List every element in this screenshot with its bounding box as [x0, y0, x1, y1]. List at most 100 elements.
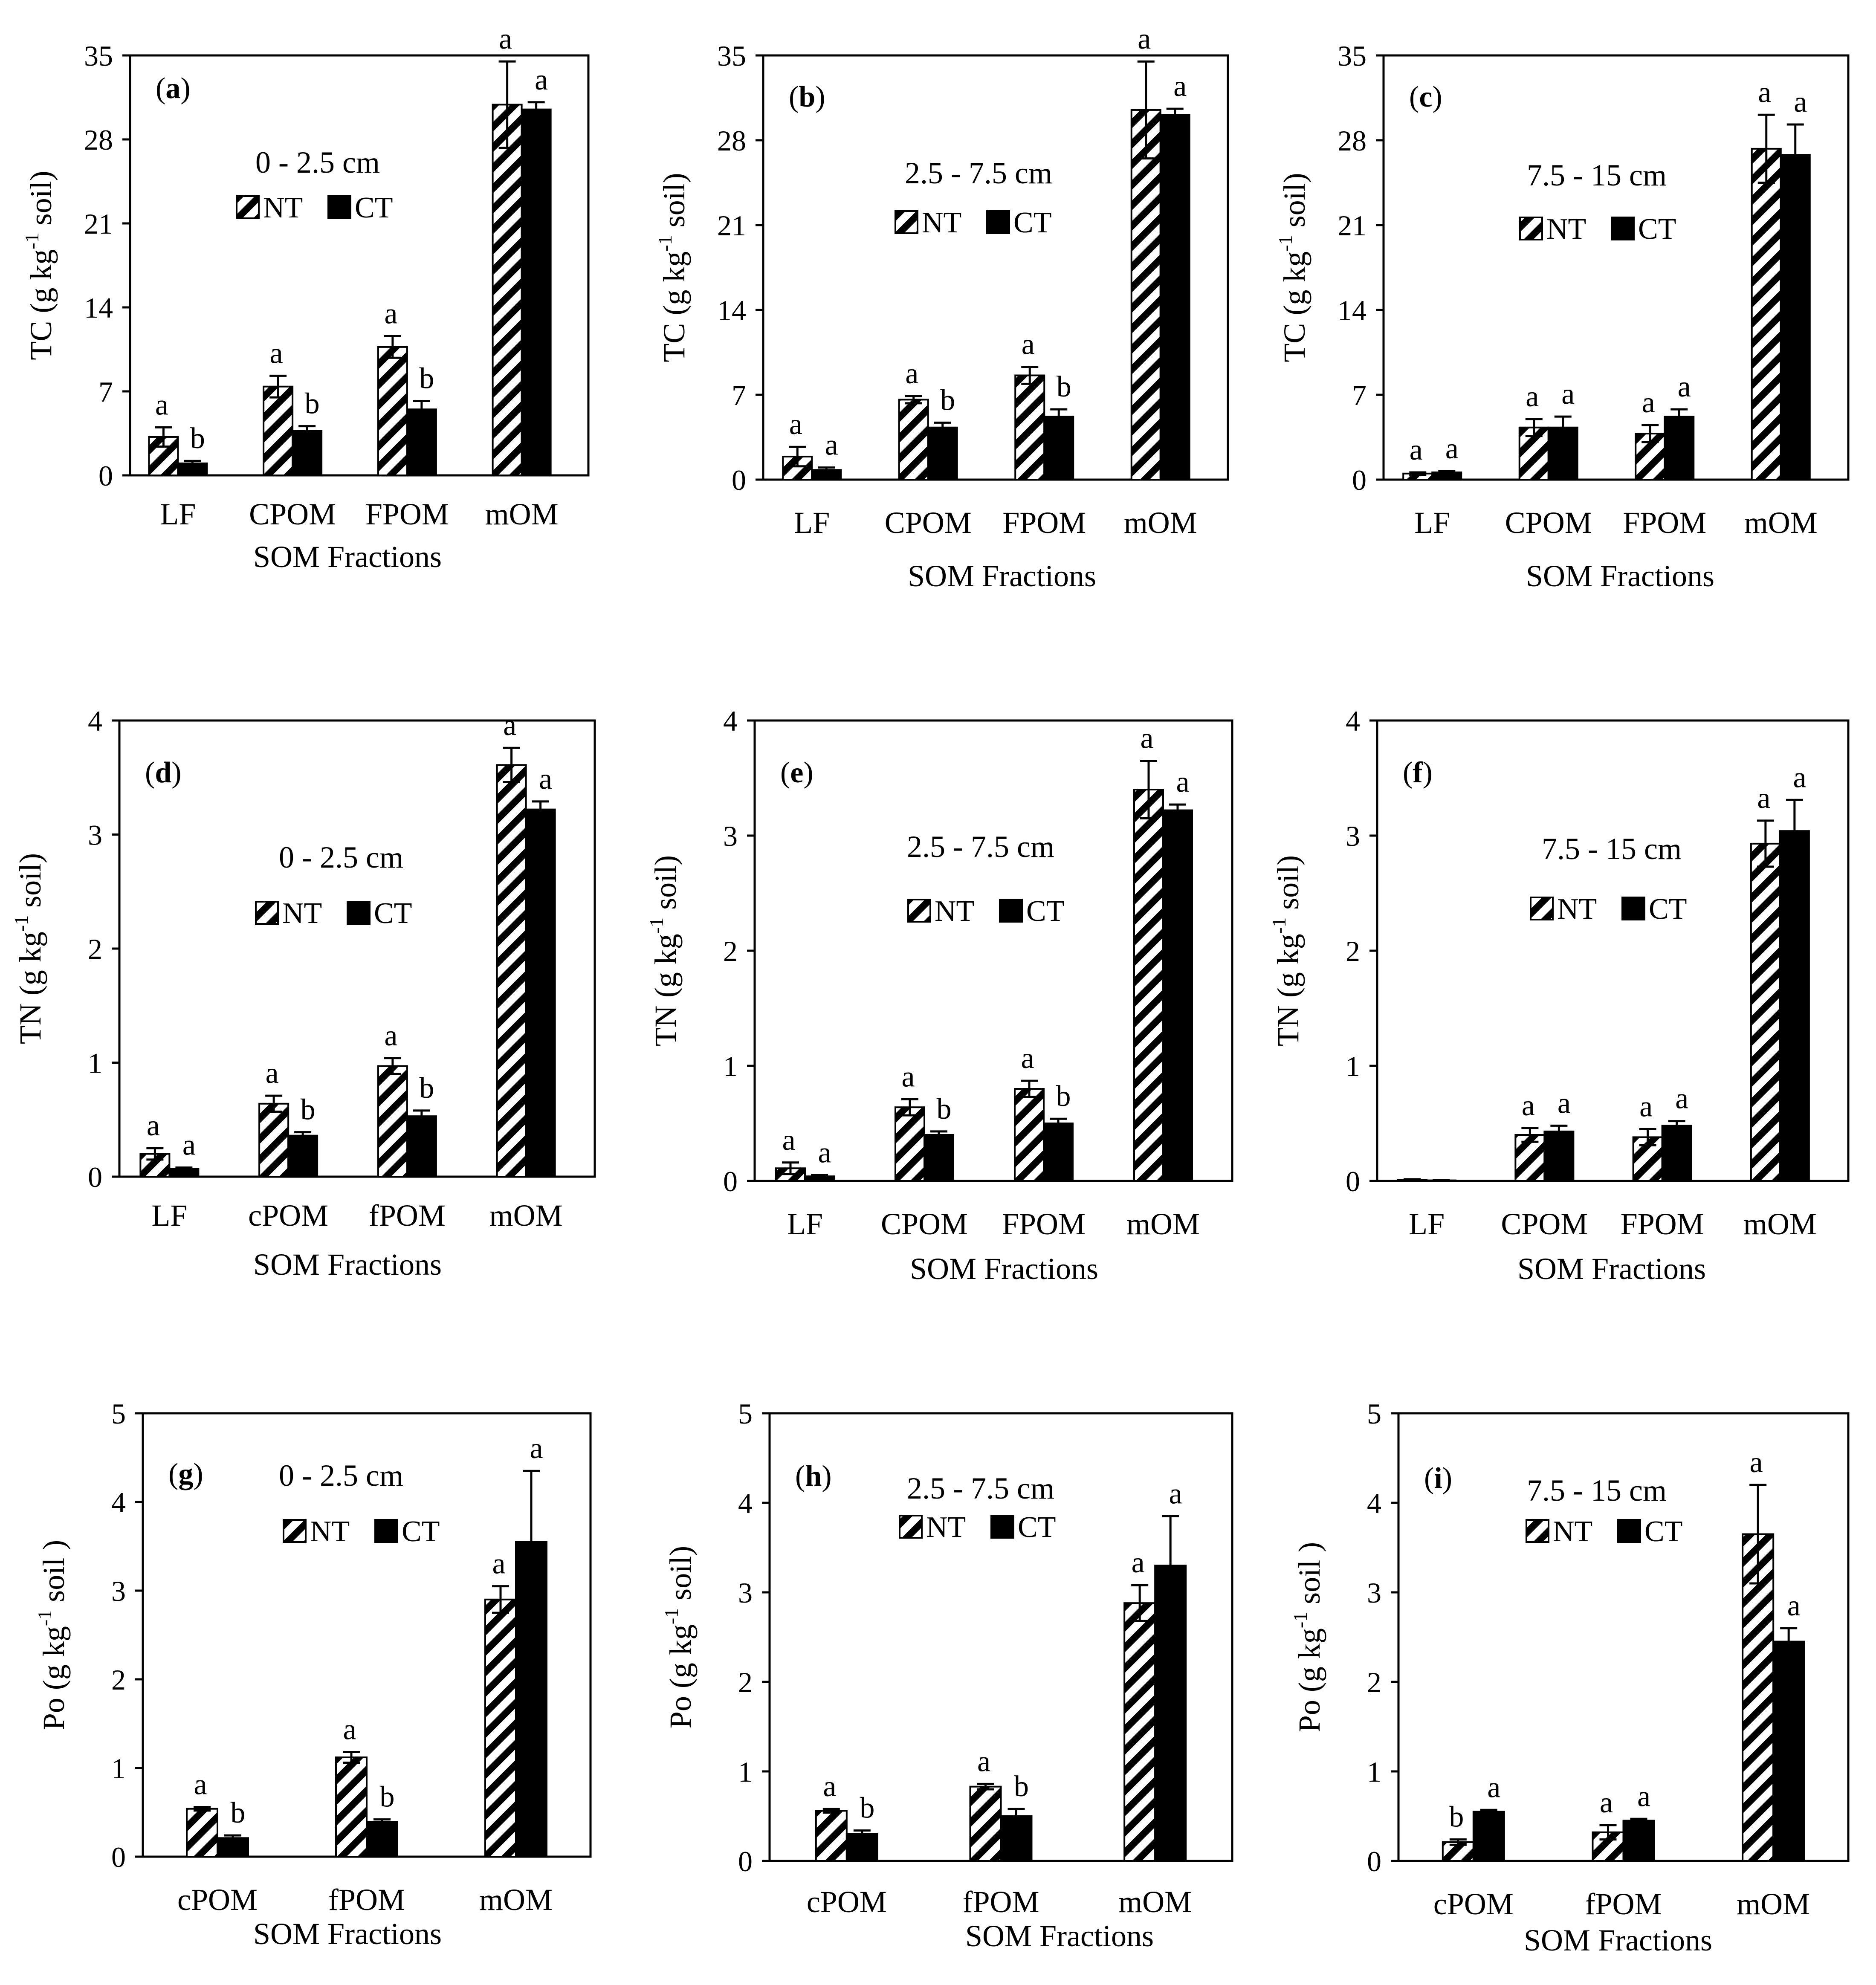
bar-ct-cpom: [1543, 1130, 1575, 1182]
panel-label-open: (: [156, 72, 165, 105]
x-axis-title: SOM Fractions: [908, 559, 1096, 593]
significance-letter: a: [789, 408, 802, 441]
significance-letter: a: [155, 388, 168, 421]
significance-letter: a: [1445, 432, 1459, 465]
x-axis-title: SOM Fractions: [1524, 1923, 1712, 1957]
y-tick-label: 1: [723, 1050, 738, 1082]
x-tick-label: CPOM: [1501, 1207, 1588, 1241]
y-tick-label: 0: [1367, 1845, 1381, 1878]
bar-nt-cpom: [898, 399, 929, 480]
legend-swatch-ct: [990, 1515, 1014, 1539]
significance-letter: a: [818, 1137, 831, 1169]
bar-ct-mom: [525, 808, 556, 1178]
depth-label: 0 - 2.5 cm: [279, 840, 403, 874]
y-tick-label: 1: [738, 1756, 753, 1788]
legend-label-nt: NT: [310, 1515, 350, 1548]
panel-c: 0 7 14 21 28 35 TC (g kg-1 soil) (c) 7.5 - 15 cm…: [1274, 40, 1850, 593]
significance-letter: a: [1169, 1478, 1182, 1510]
y-tick-label: 28: [717, 124, 746, 157]
y-tick-label: 7: [732, 379, 746, 411]
y-axis-title-unit: soil): [1271, 855, 1305, 917]
bar-nt-mom: [1133, 789, 1164, 1182]
significance-letter: a: [182, 1129, 196, 1162]
panel-label: (i): [1424, 1462, 1452, 1495]
x-axis-title: SOM Fractions: [910, 1252, 1098, 1286]
legend-swatch-nt: [895, 210, 918, 234]
y-axis-title-unit: soil): [663, 1546, 698, 1608]
significance-letter: a: [270, 337, 283, 370]
panel-f: 0 1 2 3 4 TN (g kg-1 soil) (f) 7.5 - 15 cm NT CT L…: [1268, 705, 1850, 1286]
x-tick-label: mOM: [1737, 1887, 1810, 1921]
significance-letter: a: [1675, 1082, 1688, 1115]
bar-nt-mom: [1123, 1602, 1156, 1862]
depth-label: 2.5 - 7.5 cm: [907, 830, 1054, 864]
y-tick-label: 5: [111, 1398, 126, 1430]
bar-ct-mom: [521, 108, 552, 476]
legend-label-ct: CT: [402, 1515, 440, 1548]
significance-letter: b: [231, 1797, 246, 1829]
x-tick-label: fPOM: [962, 1885, 1039, 1919]
legend-swatch-ct: [1621, 897, 1645, 920]
y-tick-label: 4: [1346, 705, 1360, 737]
y-tick-label: 0: [732, 464, 746, 496]
significance-letter: a: [1794, 86, 1807, 119]
panel-label-open: (: [1424, 1462, 1434, 1495]
x-tick-label: CPOM: [1505, 506, 1592, 540]
panel-label: (e): [780, 756, 814, 789]
y-tick-label: 1: [111, 1752, 126, 1785]
panel-label-letter: c: [1419, 81, 1432, 113]
significance-letter: a: [147, 1109, 160, 1142]
bar-ct-fpom: [1043, 1123, 1074, 1182]
x-tick-label: mOM: [1118, 1885, 1192, 1919]
y-tick-label: 2: [88, 933, 102, 965]
significance-letter: a: [1793, 761, 1806, 794]
significance-letter: a: [1642, 386, 1655, 419]
bar-nt-fpom: [1014, 1088, 1045, 1182]
y-tick-label: 0: [111, 1841, 126, 1873]
x-axis-title: SOM Fractions: [965, 1919, 1154, 1953]
y-tick-label: 0: [1352, 464, 1366, 496]
y-tick-label: 4: [1367, 1487, 1381, 1519]
bar-ct-fpom: [406, 1115, 437, 1178]
panel-label-open: (: [168, 1458, 178, 1490]
legend-label-nt: NT: [926, 1511, 966, 1544]
legend-swatch-nt: [236, 195, 260, 219]
x-tick-label: fPOM: [328, 1883, 405, 1917]
panel-label-letter: i: [1434, 1462, 1442, 1495]
y-axis-title-main: TC (g kg: [657, 252, 691, 362]
x-axis-title: SOM Fractions: [253, 540, 442, 574]
panel-label-open: (: [795, 1460, 805, 1493]
y-tick-label: 4: [738, 1487, 753, 1519]
x-tick-label: mOM: [479, 1883, 553, 1917]
significance-letter: a: [492, 1548, 505, 1580]
legend-label-ct: CT: [355, 191, 393, 224]
plot-frame: [1382, 54, 1850, 481]
panel-e: 0 1 2 3 4 TN (g kg-1 soil) (e) 2.5 - 7.5 cm NT CT…: [646, 705, 1233, 1286]
panel-label-letter: h: [805, 1460, 822, 1493]
y-tick-label: 3: [111, 1575, 126, 1607]
x-tick-label: LF: [1409, 1207, 1445, 1241]
significance-letter: a: [194, 1768, 207, 1801]
bar-nt-mom: [1750, 842, 1781, 1182]
significance-letter: a: [1138, 23, 1151, 55]
significance-letter: a: [535, 64, 548, 96]
legend-label-ct: CT: [1026, 895, 1064, 928]
legend: NT CT: [899, 1511, 1056, 1544]
x-axis-title: SOM Fractions: [253, 1247, 442, 1282]
x-tick-label: cPOM: [177, 1883, 258, 1917]
y-tick-label: 0: [723, 1165, 738, 1198]
y-axis-title-superscript: -1: [1289, 1612, 1311, 1628]
legend: NT CT: [1530, 893, 1687, 926]
significance-letter: a: [503, 709, 516, 742]
legend: NT CT: [1526, 1515, 1682, 1548]
significance-letter: a: [539, 763, 552, 796]
y-tick-label: 21: [1338, 209, 1366, 242]
significance-letter: a: [1021, 1042, 1034, 1075]
y-tick-label: 3: [1367, 1577, 1381, 1609]
depth-label: 2.5 - 7.5 cm: [907, 1471, 1054, 1505]
y-axis-title: Po (g kg-1 soil ): [34, 1540, 71, 1730]
y-tick-label: 35: [717, 40, 746, 72]
significance-letter: b: [1056, 1080, 1071, 1113]
panel-label: (h): [795, 1460, 832, 1493]
